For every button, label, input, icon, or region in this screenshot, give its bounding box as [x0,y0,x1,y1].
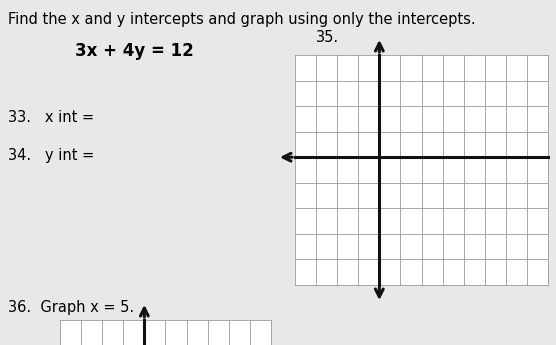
Bar [60,320,271,345]
Text: 34.   y int =: 34. y int = [8,148,95,163]
Text: 3x + 4y = 12: 3x + 4y = 12 [75,42,193,60]
Bar [295,55,548,285]
Text: 33.   x int =: 33. x int = [8,110,94,125]
Text: 35.: 35. [316,30,339,45]
Text: 36.  Graph x = 5.: 36. Graph x = 5. [8,300,134,315]
Text: Find the x and y intercepts and graph using only the intercepts.: Find the x and y intercepts and graph us… [8,12,475,27]
